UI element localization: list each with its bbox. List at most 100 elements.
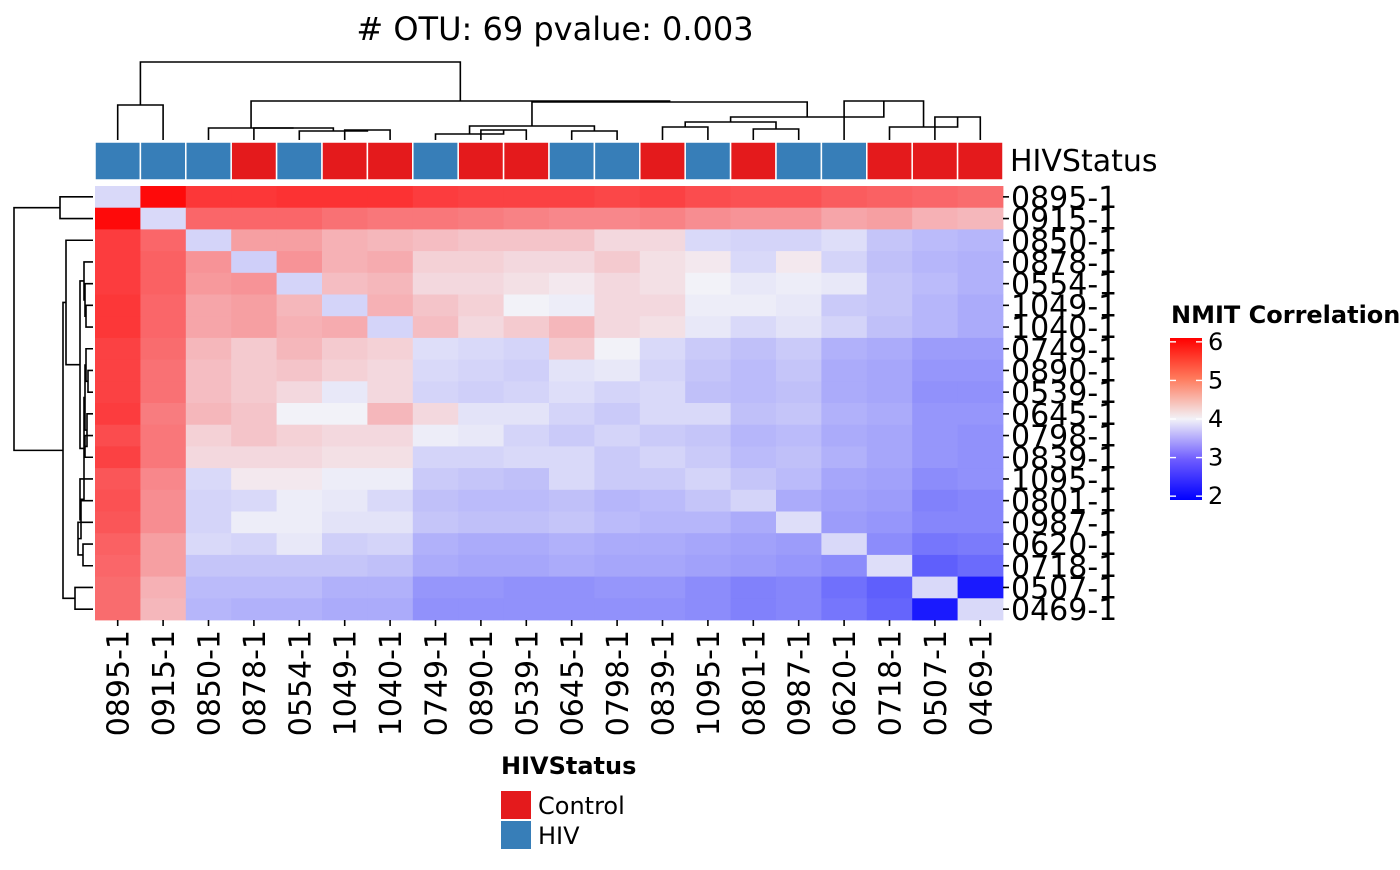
row-label: 0539-1 [1011,376,1117,411]
heatmap-cell [685,598,731,621]
colorbar-tick-label: 2 [1208,482,1223,510]
heatmap-cell [95,533,141,556]
heatmap-cell [367,251,414,274]
heatmap-cell [276,316,323,339]
heatmap-cell [412,207,459,230]
heatmap-cell [140,446,187,469]
heatmap-cell [912,446,958,469]
column-labels: 0895-1 0915-1 0850-1 0878-1 0554-1 1049-1 1040… [102,620,999,736]
heatmap-cell [821,468,868,491]
heatmap-cell [776,511,822,534]
heatmap-cell [912,294,958,317]
annotation-cell [366,141,414,181]
heatmap-cell [776,598,822,621]
heatmap-cell [95,359,141,382]
dendrogram-branch [570,130,618,140]
heatmap-cell [412,359,459,382]
row-labels: 0895-10915-10850-10878-10554-11049-11040… [1003,181,1117,628]
heatmap-cell [185,359,232,382]
heatmap-cell [140,251,187,274]
heatmap-cell [412,554,459,577]
heatmap-cell [458,272,504,295]
dendrogram-branch [684,121,777,129]
heatmap-cell [367,554,414,577]
heatmap-cell [912,272,958,295]
column-label: 0554-1 [283,630,318,736]
heatmap-cell [276,576,323,599]
heatmap-cell [685,272,731,295]
heatmap-cell [912,468,958,491]
heatmap-cell [95,207,141,230]
heatmap-cell [549,272,595,295]
heatmap-cell [821,207,868,230]
heatmap-cell [776,229,822,252]
heatmap-cell [776,337,822,360]
dendrogram-branch [298,130,369,140]
heatmap-cell [412,511,459,534]
heatmap-cell [549,229,595,252]
heatmap-cell [140,533,187,556]
heatmap-cell [231,554,277,577]
heatmap-cell [95,186,141,209]
heatmap-cell [95,403,141,426]
heatmap-cell [185,381,232,404]
heatmap-cell [912,598,958,621]
heatmap-cell [458,598,504,621]
heatmap-cell [322,403,368,426]
annotation-cell [593,141,641,181]
heatmap-cell [140,359,187,382]
heatmap-cell [503,207,550,230]
heatmap-cell [231,446,277,469]
dendrogram-branch [752,128,800,140]
heatmap-cell [140,294,187,317]
heatmap-cell [685,207,731,230]
colorbar-tick-label: 5 [1208,366,1223,394]
heatmap-cell [549,337,595,360]
heatmap-cell [957,359,1004,382]
heatmap-cell [730,359,777,382]
heatmap-cell [231,359,277,382]
heatmap-cell [866,337,913,360]
heatmap-cell [912,207,958,230]
heatmap-cell [594,207,641,230]
row-label: 1095-1 [1011,463,1117,498]
heatmap-cell [503,533,550,556]
row-label: 0554-1 [1011,268,1117,303]
heatmap-cell [185,229,232,252]
heatmap-cell [821,272,868,295]
colorbar-tick-label: 4 [1208,405,1223,433]
annotation-cell [639,141,686,181]
dendrogram-branch [661,126,709,140]
heatmap-cell [322,229,368,252]
heatmap-cell [185,598,232,621]
heatmap-cell [776,272,822,295]
heatmap-cell [412,598,459,621]
heatmap-cell [367,489,414,512]
annotation-cell [94,141,142,181]
heatmap-cell [821,294,868,317]
heatmap-cell [140,489,187,512]
heatmap-cell [594,359,641,382]
column-label: 0915-1 [147,630,182,736]
heatmap-cell [185,554,232,577]
heatmap-cell [685,468,731,491]
heatmap-cell [367,403,414,426]
heatmap-cell [594,554,641,577]
heatmap-cell [322,533,368,556]
heatmap-cell [367,511,414,534]
heatmap-cell [276,337,323,360]
chart-title: # OTU: 69 pvalue: 0.003 [356,10,753,48]
heatmap-cell [821,251,868,274]
heatmap-cell [912,424,958,447]
heatmap-cell [503,576,550,599]
dendrogram-branch [82,543,93,567]
heatmap-cell [912,489,958,512]
heatmap-cell [821,316,868,339]
heatmap-cell [276,533,323,556]
heatmap-cell [276,186,323,209]
heatmap-cell [140,381,187,404]
heatmap-cell [458,424,504,447]
heatmap-cell [140,576,187,599]
heatmap-cell [594,403,641,426]
heatmap-cell [322,511,368,534]
